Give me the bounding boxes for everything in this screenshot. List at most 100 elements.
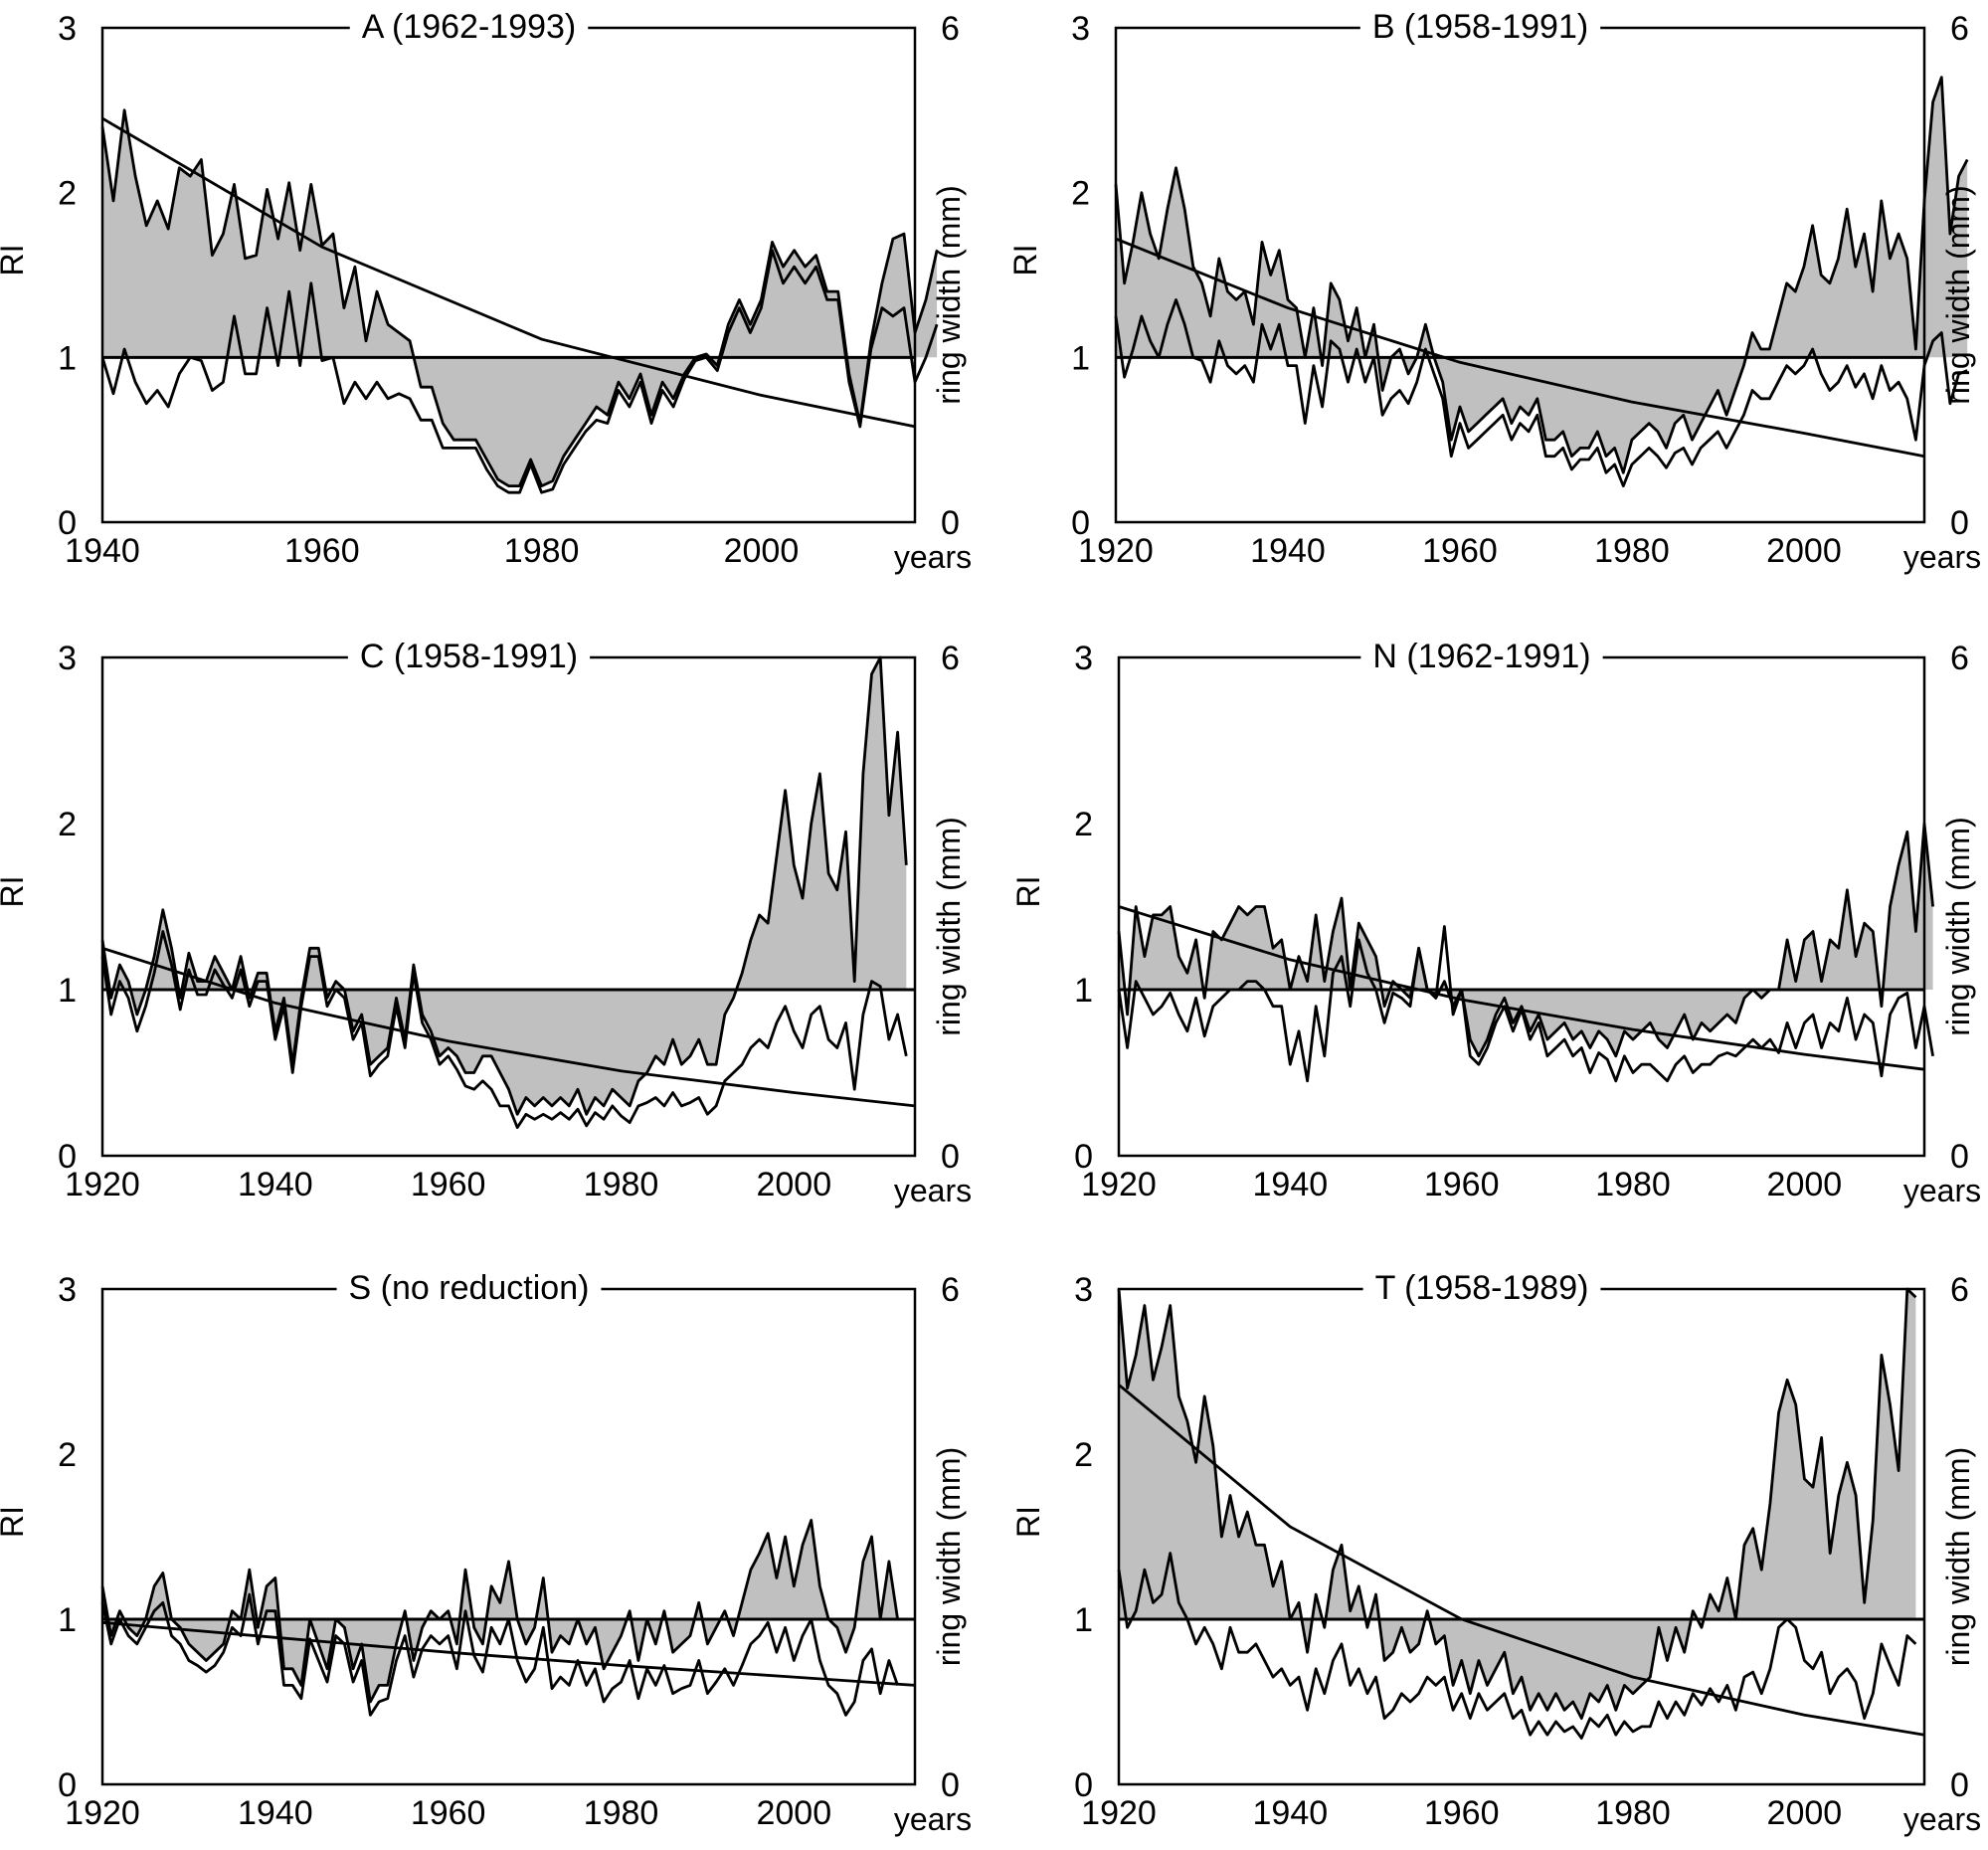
y-axis-label: RI [0,245,30,277]
x-tick-label: 1960 [1424,1794,1500,1832]
y2-axis-label: ring width (mm) [1940,185,1976,404]
panel-5: S (no reduction) 0 1 2 3 0 6 1920 1940 1960 1980 20… [0,1267,972,1837]
y2-axis-label: ring width (mm) [931,1447,967,1666]
plot-frame [100,1287,917,1786]
x-tick-label: 1920 [1081,1794,1157,1832]
y-tick-label: 0 [58,1138,77,1176]
y-axis-label: RI [0,1506,30,1538]
title-background [1359,6,1601,48]
y-axis-label: RI [1007,245,1043,277]
y-tick-label: 0 [1074,1766,1093,1804]
x-tick-label: 1940 [238,1166,313,1203]
x-tick-label: 2000 [1767,1166,1843,1203]
y2-tick-label: 0 [941,504,960,542]
x-tick-label: 2000 [1767,1794,1843,1832]
y2-axis-label: ring width (mm) [1940,1447,1976,1666]
shaded-area [102,657,907,1115]
x-axis-label: years [1903,1173,1981,1208]
ring-width-series-line [1117,822,1934,1058]
y-tick-label: 1 [58,972,77,1010]
x-tick-label: 1980 [584,1166,659,1203]
shaded-area [1119,824,1933,1056]
y-tick-label: 3 [1071,10,1090,48]
panel-4: N (1962-1991) 0 1 2 3 0 6 1920 1940 1960 1980 2000 y… [1010,636,1981,1208]
ri-series-line [100,249,939,494]
x-tick-label: 1980 [1595,1794,1671,1832]
y2-tick-label: 6 [941,10,960,48]
y-tick-label: 1 [58,339,77,377]
x-axis-label: years [894,1173,972,1208]
y2-tick-label: 0 [941,1766,960,1804]
y-axis-label: RI [1010,876,1046,908]
x-tick-label: 1980 [504,532,580,570]
ri-series-line [1117,925,1934,1083]
y-tick-label: 3 [58,1271,77,1309]
x-tick-label: 1960 [284,532,360,570]
ri-series-line [1114,297,1968,488]
x-tick-label: 1920 [65,1166,140,1203]
panel-title: C (1958-1991) [360,638,578,675]
fitted-curve [1115,237,1925,459]
panel-2: B (1958-1991) 0 1 2 3 0 6 1920 1940 1960 1980 2000 y… [1007,6,1981,575]
y-tick-label: 2 [58,175,77,213]
y-tick-label: 1 [1074,1601,1093,1639]
panel-3: C (1958-1991) 0 1 2 3 0 6 1920 1940 1960 1980 2000 y… [0,636,972,1208]
x-tick-label: 1960 [1424,1166,1500,1203]
x-tick-label: 1980 [584,1794,659,1832]
y-tick-label: 2 [58,806,77,843]
y2-axis-label: ring width (mm) [931,817,967,1035]
y-tick-label: 1 [1071,339,1090,377]
x-tick-label: 1940 [238,1794,313,1832]
x-tick-label: 1980 [1595,1166,1671,1203]
y-tick-label: 3 [1074,1271,1093,1309]
x-tick-label: 1940 [65,532,140,570]
title-background [1360,636,1603,677]
y2-axis-label: ring width (mm) [931,185,967,404]
ri-series-line [100,930,908,1129]
fitted-curve [1118,1384,1925,1737]
shaded-area [102,1520,898,1702]
y2-tick-label: 6 [941,640,960,677]
x-axis-label: years [1903,539,1981,575]
y-tick-label: 1 [1074,972,1093,1010]
ring-width-series-line [1114,76,1969,474]
y-tick-label: 3 [1074,640,1093,677]
title-background [1362,1267,1601,1309]
y2-tick-label: 0 [1950,1766,1969,1804]
x-tick-label: 1960 [1422,532,1498,570]
x-axis-label: years [894,1801,972,1837]
ri-series-line [100,1592,899,1717]
x-tick-label: 2000 [756,1166,831,1203]
fitted-curve [1118,905,1925,1071]
y2-tick-label: 0 [941,1138,960,1176]
y2-tick-label: 0 [1950,1138,1969,1176]
x-axis-label: years [1903,1801,1981,1837]
x-tick-label: 1920 [1081,1166,1157,1203]
y2-tick-label: 0 [1950,504,1969,542]
ring-width-series-line [1117,1287,1917,1720]
y2-tick-label: 6 [1950,10,1969,48]
fitted-curve [101,1620,916,1687]
x-tick-label: 2000 [1766,532,1842,570]
shaded-area [1116,77,1968,473]
x-axis-label: years [894,539,972,575]
panel-title: A (1962-1993) [362,8,577,46]
x-tick-label: 2000 [756,1794,831,1832]
y-tick-label: 3 [58,10,77,48]
title-background [349,6,589,48]
ring-width-series-line [100,655,908,1116]
panel-1: A (1962-1993) 0 1 2 3 0 6 1940 1960 1980 2000 years… [0,6,972,575]
y-tick-label: 2 [1074,1436,1093,1474]
x-tick-label: 1980 [1594,532,1670,570]
y-tick-label: 2 [58,1436,77,1474]
panel-title: T (1958-1989) [1375,1269,1589,1307]
y-tick-label: 1 [58,1601,77,1639]
y-tick-label: 0 [1074,1138,1093,1176]
fitted-curve [101,116,916,429]
y-axis-label: RI [1010,1506,1046,1538]
x-tick-label: 2000 [724,532,800,570]
ring-width-series-line [100,1519,899,1704]
x-tick-label: 1940 [1250,532,1326,570]
